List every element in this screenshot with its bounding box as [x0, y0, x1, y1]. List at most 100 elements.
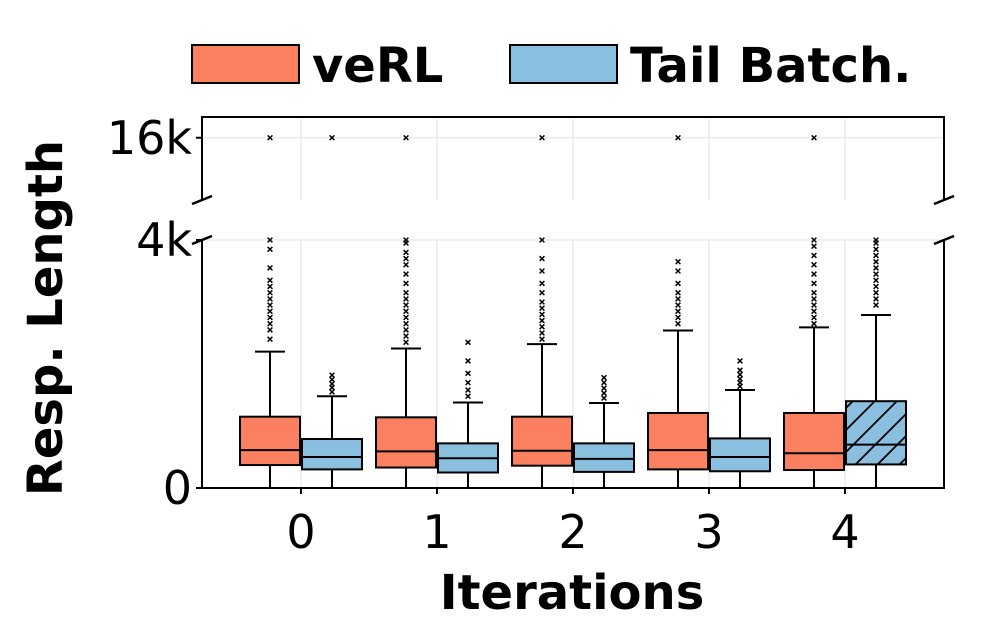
legend-swatch [191, 44, 300, 84]
box-iqr [301, 438, 363, 471]
axis-break-mark [191, 194, 213, 206]
legend-entry: Tail Batch. [509, 38, 911, 94]
outlier-point [403, 326, 409, 333]
box-iqr [845, 400, 907, 466]
axis-break-mark [933, 234, 955, 246]
outlier-point [403, 333, 409, 340]
outlier-point [675, 314, 681, 321]
outlier-point [539, 237, 545, 243]
box-verl-1 [375, 237, 437, 489]
outlier-point [539, 305, 545, 312]
outlier-point [329, 380, 335, 387]
outlier-point [737, 375, 743, 382]
outlier-point [403, 308, 409, 315]
axis-break-mark [933, 194, 955, 206]
outlier-point [465, 370, 471, 377]
outlier-point [403, 289, 409, 296]
box-verl-0 [239, 237, 301, 489]
legend-entry: veRL [191, 38, 443, 94]
y-tick-label: 4k [136, 213, 192, 267]
outlier-point [267, 264, 273, 271]
outlier-point [329, 376, 335, 383]
outlier-point [539, 336, 545, 343]
lower-panel: 0 4k 0 1 2 3 4 [136, 194, 955, 559]
outlier-point [465, 387, 471, 393]
outlier-point [811, 261, 817, 268]
outlier-point [675, 289, 681, 296]
outlier-point [811, 320, 817, 327]
outlier-point [873, 258, 879, 265]
outlier-point [267, 320, 273, 327]
upper-frame [201, 116, 945, 200]
outlier-point [403, 237, 409, 243]
x-axis-label: Iterations [440, 565, 705, 621]
outlier-point [601, 395, 607, 402]
outlier-point [403, 255, 409, 262]
outlier-point [873, 246, 879, 253]
y-tick-label: 16k [107, 111, 193, 165]
box-tailbatch-0 [301, 372, 363, 489]
outlier-point [675, 268, 681, 274]
box-iqr [783, 411, 845, 472]
outlier-point [403, 320, 409, 327]
outlier-point [267, 289, 273, 296]
legend: veRL Tail Batch. [191, 38, 911, 94]
outlier-point [675, 258, 681, 265]
outlier-point [267, 283, 273, 290]
outlier-point [267, 246, 273, 253]
x-tick-label: 3 [694, 505, 723, 559]
outlier-point [811, 280, 817, 287]
outlier-point [465, 357, 471, 364]
outlier-point [675, 308, 681, 315]
upper-outlier-point [811, 134, 817, 141]
box-iqr [239, 415, 301, 467]
outlier-point [873, 277, 879, 284]
box-tailbatch-3 [709, 357, 771, 489]
outlier-point [465, 393, 471, 400]
outlier-point [873, 252, 879, 259]
outlier-point [675, 295, 681, 302]
outlier-point [329, 372, 335, 379]
y-axis-label: Resp. Length [18, 140, 74, 496]
outlier-point [539, 299, 545, 305]
outlier-point [267, 336, 273, 343]
box-iqr [709, 437, 771, 473]
outlier-point [873, 283, 879, 290]
upper-outlier-point [675, 134, 681, 141]
outlier-point [267, 302, 273, 309]
outlier-point [675, 280, 681, 287]
outlier-point [539, 280, 545, 287]
outlier-point [539, 311, 545, 318]
outlier-point [873, 264, 879, 271]
outlier-point [267, 326, 273, 333]
outlier-point [811, 289, 817, 296]
outlier-point [403, 249, 409, 256]
outlier-point [267, 277, 273, 284]
outlier-point [601, 374, 607, 381]
box-iqr [375, 416, 437, 469]
box-verl-4 [783, 237, 845, 489]
upper-outlier-point [329, 134, 335, 141]
outlier-point [465, 339, 471, 346]
box-iqr [573, 442, 635, 473]
outlier-point [403, 339, 409, 346]
outlier-point [403, 271, 409, 278]
box-tailbatch-4 [845, 237, 907, 489]
outlier-point [601, 390, 607, 397]
outlier-point [811, 243, 817, 250]
outlier-point [811, 302, 817, 309]
outlier-point [811, 271, 817, 278]
outlier-point [601, 379, 607, 386]
outlier-point [539, 268, 545, 274]
y-tick-label: 0 [163, 461, 192, 515]
outlier-point [539, 255, 545, 262]
x-tick-label: 1 [422, 505, 451, 559]
outlier-point [267, 295, 273, 302]
box-verl-3 [647, 258, 709, 489]
outlier-point [539, 317, 545, 324]
box-tailbatch-2 [573, 374, 635, 489]
outlier-point [811, 295, 817, 302]
outlier-point [539, 330, 545, 336]
upper-outlier-point [267, 134, 273, 141]
outlier-point [873, 295, 879, 302]
